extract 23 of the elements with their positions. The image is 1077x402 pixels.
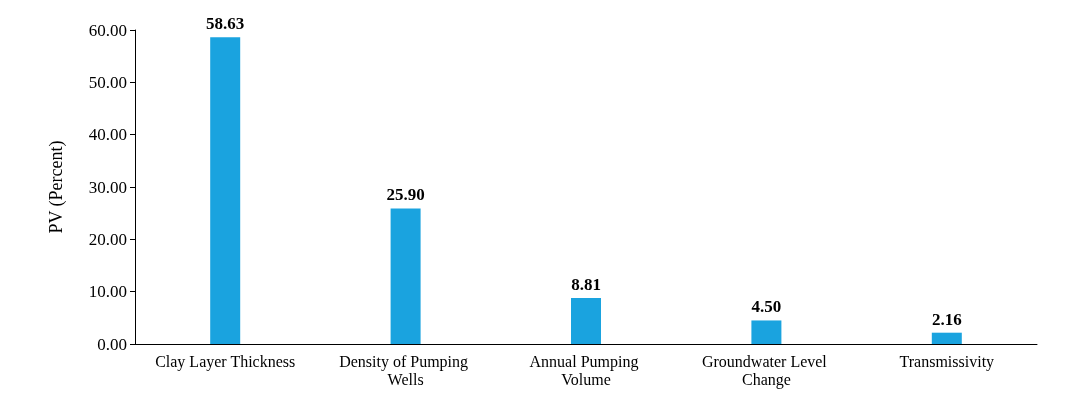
data-label: 2.16 (931, 309, 962, 329)
bar (210, 37, 241, 344)
data-label: 4.50 (751, 297, 782, 317)
data-label: 8.81 (571, 274, 601, 294)
data-label: 25.90 (386, 185, 425, 205)
x-tick-label: Density of Pumping Wells (339, 352, 473, 388)
x-tick-label: Clay Layer Thickness (155, 352, 296, 371)
data-label: 58.63 (206, 14, 245, 34)
y-tick-label: 60.00 (88, 20, 127, 40)
y-tick-label: 30.00 (88, 177, 127, 197)
y-tick-label: 0.00 (97, 334, 127, 354)
bar (751, 320, 782, 344)
y-tick-label: 50.00 (88, 72, 127, 92)
x-tick-label: Transmissivity (899, 352, 995, 371)
bar (931, 332, 962, 344)
bar (571, 297, 601, 344)
y-tick-label: 20.00 (88, 229, 127, 249)
x-tick-label: Groundwater Level Change (701, 352, 831, 389)
bar (390, 208, 421, 344)
x-tick-label: Annual Pumping Volume (529, 352, 643, 388)
y-axis-title: PV (Percent) (46, 140, 67, 234)
y-tick-label: 10.00 (88, 282, 127, 302)
y-tick-label: 40.00 (88, 125, 127, 145)
